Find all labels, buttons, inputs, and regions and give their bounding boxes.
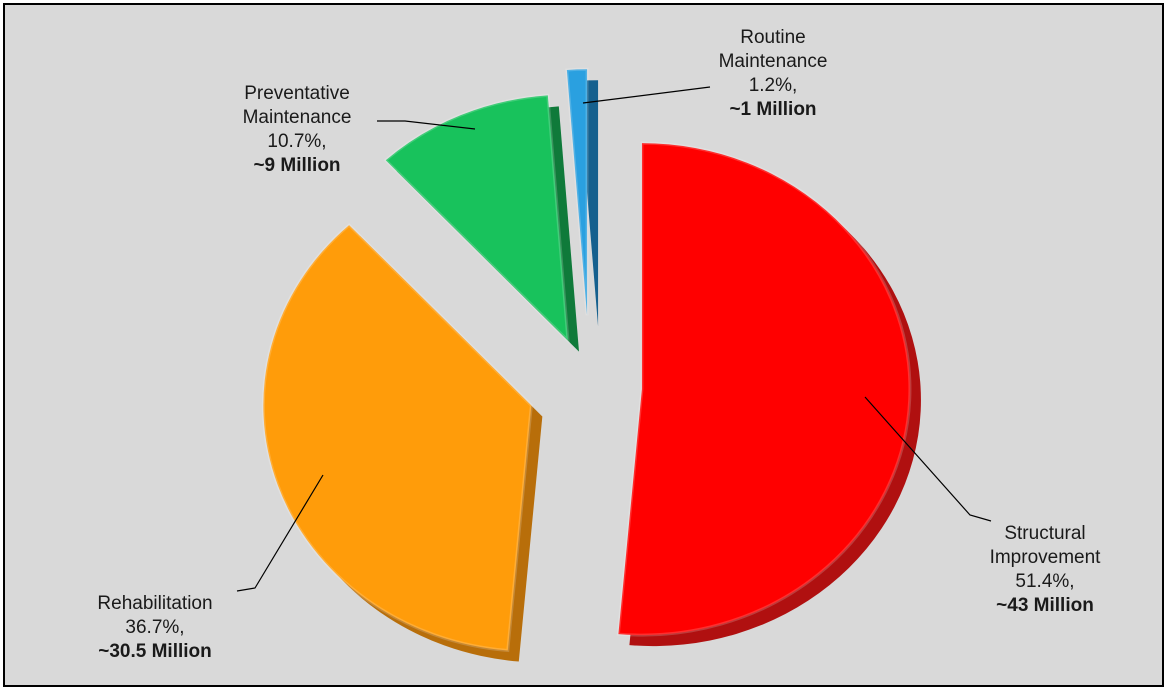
- pie-slice-highlight: [616, 141, 912, 637]
- data-label-amount: ~1 Million: [729, 99, 816, 120]
- data-label-category: Structural: [1004, 523, 1085, 544]
- data-label-category: Maintenance: [243, 107, 352, 128]
- leader-line: [236, 474, 324, 592]
- data-label-category: Rehabilitation: [97, 593, 212, 614]
- pie-slice: [263, 225, 532, 651]
- data-label-amount: ~9 Million: [253, 155, 340, 176]
- data-label-percent: 1.2%,: [749, 75, 798, 96]
- leader-line: [377, 120, 476, 130]
- pie-chart: Structural Improvement 51.4%, ~43 Million Re…: [97, 27, 1102, 662]
- pie-slice: [618, 143, 910, 636]
- pie-slice: [385, 95, 568, 341]
- pie-slice-highlight: [565, 67, 589, 316]
- pie-slice: [566, 69, 588, 316]
- pie-slice-highlight: [261, 223, 533, 653]
- data-label-category: Maintenance: [719, 51, 828, 72]
- leader-line: [864, 396, 992, 522]
- data-label-category: Preventative: [244, 83, 350, 104]
- data-label-percent: 36.7%,: [125, 617, 184, 638]
- pie-slice-highlight: [383, 93, 570, 345]
- data-label-category: Routine: [740, 27, 806, 48]
- data-label-percent: 10.7%,: [267, 131, 326, 152]
- leader-line: [582, 86, 711, 104]
- data-label-category: Improvement: [990, 547, 1102, 568]
- data-label-amount: ~30.5 Million: [98, 641, 212, 662]
- data-label-percent: 51.4%,: [1015, 571, 1074, 592]
- chart-frame: Structural Improvement 51.4%, ~43 Million Re…: [3, 3, 1164, 687]
- data-label-amount: ~43 Million: [996, 595, 1094, 616]
